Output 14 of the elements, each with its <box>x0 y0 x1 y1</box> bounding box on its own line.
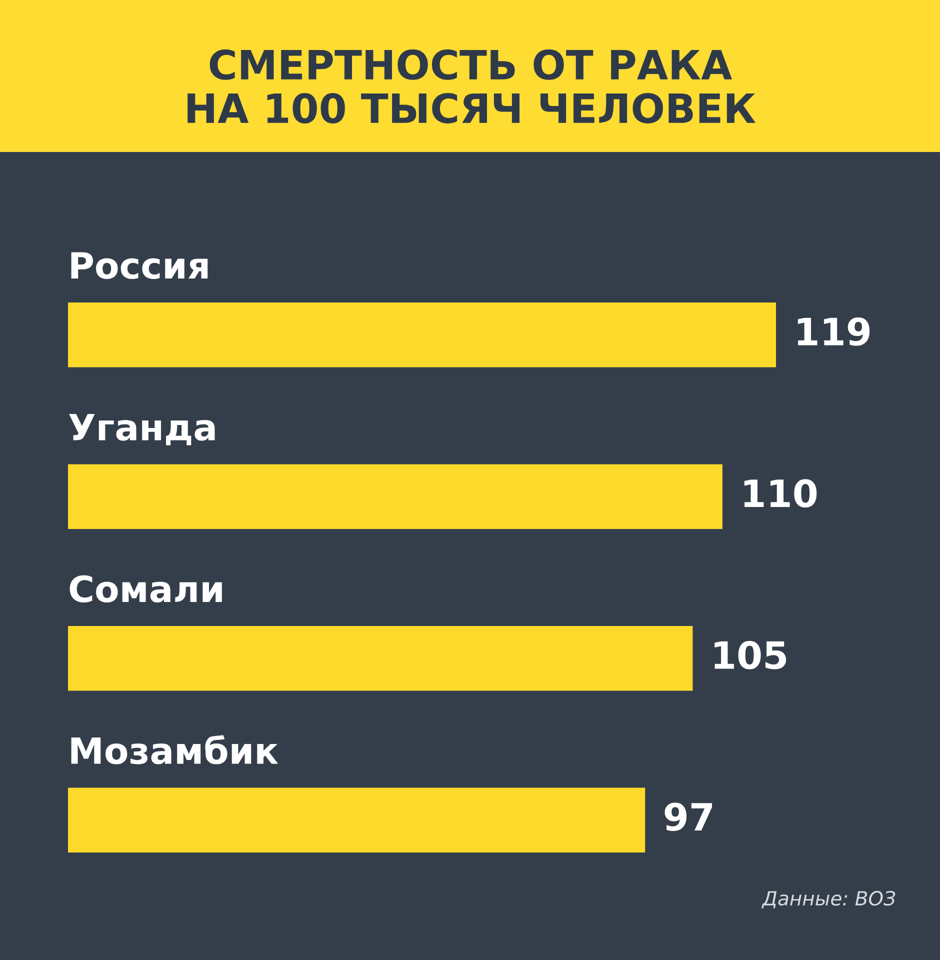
bar <box>68 626 693 691</box>
bar <box>68 464 722 529</box>
data-label: 110 <box>744 479 817 508</box>
y-tick-label: Уганда <box>69 414 215 446</box>
y-tick-label: Россия <box>71 252 208 280</box>
bar <box>68 788 646 852</box>
text: Данные: ВОЗ <box>762 890 896 908</box>
data-label: 105 <box>714 640 786 670</box>
y-tick-label: Сомали <box>70 575 222 603</box>
data-label: 97 <box>664 802 712 832</box>
data-label: 119 <box>798 317 870 346</box>
bar <box>68 302 776 368</box>
y-tick-label: Мозамбик <box>71 735 278 764</box>
chart-title: СМЕРТНОСТЬ ОТ РАКА НА 100 ТЫСЯЧ ЧЕЛОВЕК <box>188 49 756 124</box>
